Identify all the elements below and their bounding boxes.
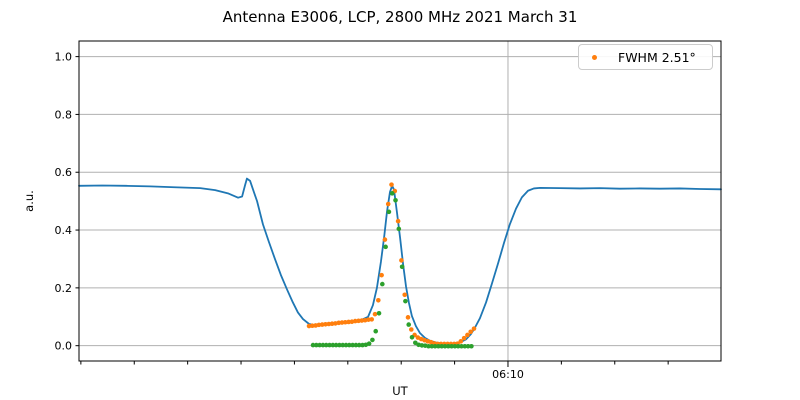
background-subtracted-dot <box>350 342 355 348</box>
background-subtracted-dot <box>449 343 454 349</box>
axis-layer: 0.0 0.2 0.4 0.6 0.8 1.0 06:10 <box>55 40 722 381</box>
legend-marker-dot <box>592 54 597 60</box>
background-subtracted-dot <box>393 197 398 203</box>
x-axis-label: UT <box>392 384 408 398</box>
background-subtracted-dot <box>399 264 405 270</box>
background-subtracted-dot <box>419 343 425 348</box>
background-subtracted-dot <box>333 342 339 348</box>
scan-dot <box>405 315 411 320</box>
background-subtracted-dot <box>406 322 412 327</box>
background-subtracted-dot <box>320 342 326 348</box>
background-subtracted-dot <box>383 244 388 250</box>
background-subtracted-dot <box>310 342 316 348</box>
background-subtracted-dot <box>330 342 336 348</box>
background-subtracted-dot <box>403 298 408 304</box>
background-subtracted-dot <box>413 340 418 346</box>
scan-dot <box>461 335 467 341</box>
scan-dot <box>465 332 470 338</box>
background-subtracted-dot <box>426 343 431 349</box>
background-subtracted-dot <box>465 343 471 349</box>
scan-dot <box>352 318 358 324</box>
background-subtracted-dot <box>317 342 322 348</box>
background-subtracted-dot <box>396 226 402 232</box>
background-subtracted-dot <box>432 343 438 349</box>
chart-title: Antenna E3006, LCP, 2800 MHz 2021 March … <box>223 8 578 26</box>
background-subtracted-dot <box>462 343 468 349</box>
scan-dot <box>382 237 388 242</box>
scan-dot <box>471 326 477 331</box>
background-subtracted-dot <box>380 281 385 287</box>
background-subtracted-dot <box>323 342 329 348</box>
background-subtracted-dot <box>366 341 372 346</box>
background-subtracted-dot <box>386 209 392 215</box>
background-subtracted-dot <box>373 328 379 334</box>
scan-dot <box>323 321 328 327</box>
background-subtracted-dot <box>343 342 349 348</box>
background-subtracted-dot <box>356 342 362 348</box>
scan-dot <box>385 201 391 207</box>
background-subtracted-dot <box>347 342 352 348</box>
scan-dot <box>339 320 345 325</box>
scan-dot <box>319 322 325 327</box>
background-subtracted-dot <box>455 343 461 349</box>
background-subtracted-dot <box>327 342 332 348</box>
scan-dot <box>336 320 342 326</box>
background-subtracted-dot <box>353 342 359 348</box>
scan-dot <box>389 182 394 187</box>
y-tick-label: 1.0 <box>55 51 73 64</box>
background-subtracted-dot <box>409 335 415 340</box>
scan-dot <box>395 218 401 224</box>
scan-dot <box>359 318 365 323</box>
y-tick-label: 0.6 <box>55 166 73 179</box>
y-tick-label: 0.4 <box>55 224 73 237</box>
background-subtracted-dot <box>429 343 435 349</box>
background-subtracted-dot <box>436 343 441 349</box>
background-subtracted-dot <box>439 343 445 349</box>
y-axis-label: a.u. <box>22 190 36 212</box>
scan-dot <box>310 323 315 329</box>
background-subtracted-dot <box>340 342 346 348</box>
x-tick-label: 06:10 <box>492 368 524 381</box>
y-tick-label: 0.0 <box>55 340 73 353</box>
scan-dot <box>343 319 348 325</box>
background-subtracted-dot <box>314 342 319 348</box>
y-tick-label: 0.2 <box>55 282 73 295</box>
scan-dot <box>379 272 384 278</box>
background-subtracted-dot <box>446 343 451 349</box>
background-subtracted-dot <box>337 342 342 348</box>
scan-dot <box>458 339 464 344</box>
scan-dot <box>346 319 351 325</box>
scan-dot <box>316 322 322 328</box>
legend: FWHM 2.51° <box>578 44 713 70</box>
scan-dot <box>329 321 335 327</box>
scan-dot <box>326 321 332 327</box>
background-subtracted-dot <box>452 343 458 349</box>
scan-dot <box>376 298 381 303</box>
background-subtracted-dot <box>360 342 365 348</box>
scan-dot <box>356 318 361 324</box>
background-subtracted-dot <box>442 343 448 349</box>
scan-dot <box>468 329 474 335</box>
background-subtracted-dot <box>389 191 395 196</box>
scan-dot <box>399 258 404 263</box>
axes-spines <box>78 40 722 362</box>
background-subtracted-dot <box>376 311 382 316</box>
scan-dot <box>369 317 375 322</box>
data-layer <box>78 177 722 349</box>
scan-dot <box>306 323 312 329</box>
scan-dot <box>366 317 371 322</box>
legend-label: FWHM 2.51° <box>618 49 696 65</box>
y-tick-label: 0.8 <box>55 108 73 121</box>
background-subtracted-dot <box>469 343 474 349</box>
background-subtracted-dot <box>459 343 464 349</box>
scan-dot <box>372 311 378 317</box>
scan-dot <box>409 327 414 332</box>
scan-dot <box>402 292 408 298</box>
grid-layer <box>79 41 721 361</box>
background-subtracted-dot <box>370 337 375 343</box>
